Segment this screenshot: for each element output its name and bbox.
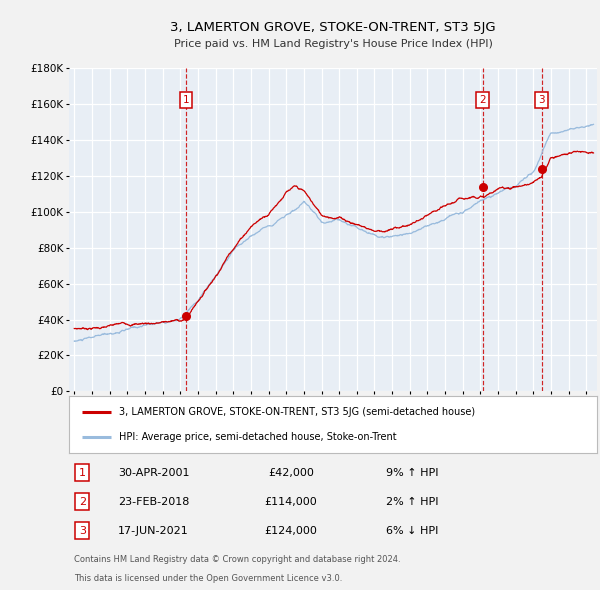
Text: 1: 1 [183, 95, 190, 105]
Text: 6% ↓ HPI: 6% ↓ HPI [386, 526, 439, 536]
Text: 30-APR-2001: 30-APR-2001 [118, 467, 189, 477]
Text: Price paid vs. HM Land Registry's House Price Index (HPI): Price paid vs. HM Land Registry's House … [173, 39, 493, 49]
Text: £124,000: £124,000 [265, 526, 317, 536]
Text: 3: 3 [538, 95, 545, 105]
Text: 1: 1 [79, 467, 86, 477]
Text: £114,000: £114,000 [265, 497, 317, 507]
Text: 2: 2 [479, 95, 486, 105]
Text: 17-JUN-2021: 17-JUN-2021 [118, 526, 189, 536]
Text: 3, LAMERTON GROVE, STOKE-ON-TRENT, ST3 5JG: 3, LAMERTON GROVE, STOKE-ON-TRENT, ST3 5… [170, 21, 496, 34]
Text: 9% ↑ HPI: 9% ↑ HPI [386, 467, 439, 477]
Text: This data is licensed under the Open Government Licence v3.0.: This data is licensed under the Open Gov… [74, 573, 343, 582]
Text: Contains HM Land Registry data © Crown copyright and database right 2024.: Contains HM Land Registry data © Crown c… [74, 555, 401, 565]
Text: 3, LAMERTON GROVE, STOKE-ON-TRENT, ST3 5JG (semi-detached house): 3, LAMERTON GROVE, STOKE-ON-TRENT, ST3 5… [119, 407, 475, 417]
Text: 3: 3 [79, 526, 86, 536]
Text: 2% ↑ HPI: 2% ↑ HPI [386, 497, 439, 507]
Text: HPI: Average price, semi-detached house, Stoke-on-Trent: HPI: Average price, semi-detached house,… [119, 432, 397, 442]
Text: 2: 2 [79, 497, 86, 507]
Text: £42,000: £42,000 [268, 467, 314, 477]
Text: 23-FEB-2018: 23-FEB-2018 [118, 497, 189, 507]
